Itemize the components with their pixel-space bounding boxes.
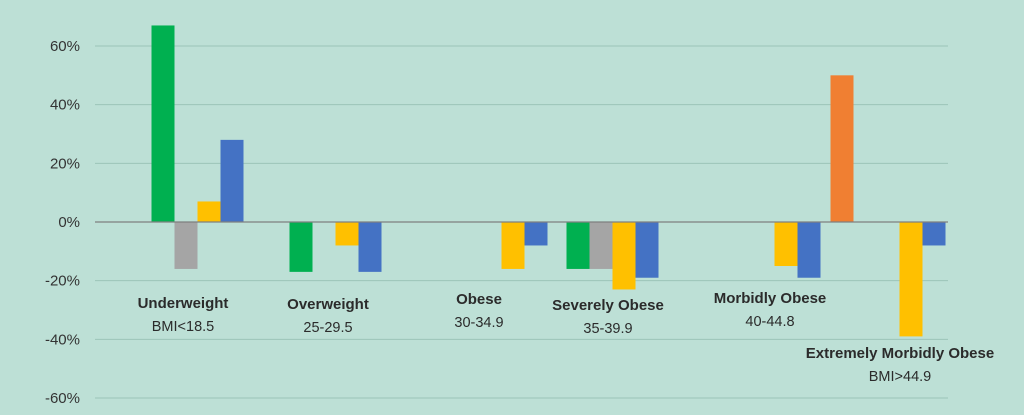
category-range-label: BMI<18.5 [152, 319, 214, 335]
bar-series5-2 [524, 222, 548, 246]
y-tick-label: 60% [50, 38, 80, 55]
category-range-label: BMI>44.9 [869, 369, 931, 385]
category-label: Overweight [287, 296, 369, 313]
category-range-label: 35-39.9 [583, 321, 632, 337]
bar-series3-0 [174, 222, 198, 269]
bar-series4-2 [501, 222, 525, 269]
category-label: Severely Obese [552, 297, 664, 314]
bar-series5-5 [922, 222, 946, 246]
bar-series2-0 [151, 25, 175, 222]
bar-series4-1 [335, 222, 359, 246]
y-tick-label: -20% [45, 273, 80, 290]
category-label: Extremely Morbidly Obese [806, 345, 994, 362]
bar-series5-4 [797, 222, 821, 278]
y-tick-label: 20% [50, 155, 80, 172]
bar-series4-4 [774, 222, 798, 266]
bar-series3-3 [589, 222, 613, 269]
bar-series2-1 [289, 222, 313, 272]
bar-series5-0 [220, 139, 244, 222]
bar-series5-1 [358, 222, 382, 272]
category-range-label: 25-29.5 [303, 320, 352, 336]
category-label: Obese [456, 291, 502, 308]
category-label: Morbidly Obese [714, 290, 827, 307]
category-range-label: 30-34.9 [454, 315, 503, 331]
bar-series5-3 [635, 222, 659, 278]
bar-series4-3 [612, 222, 636, 290]
bar-series4-0 [197, 201, 221, 222]
bar-series4-5 [899, 222, 923, 337]
y-tick-label: -60% [45, 390, 80, 407]
y-tick-label: 0% [58, 214, 80, 231]
y-tick-label: -40% [45, 331, 80, 348]
y-tick-label: 40% [50, 97, 80, 114]
bar-series1-5 [830, 75, 854, 222]
category-range-label: 40-44.8 [745, 314, 794, 330]
bar-series2-3 [566, 222, 590, 269]
category-label: Underweight [138, 295, 229, 312]
